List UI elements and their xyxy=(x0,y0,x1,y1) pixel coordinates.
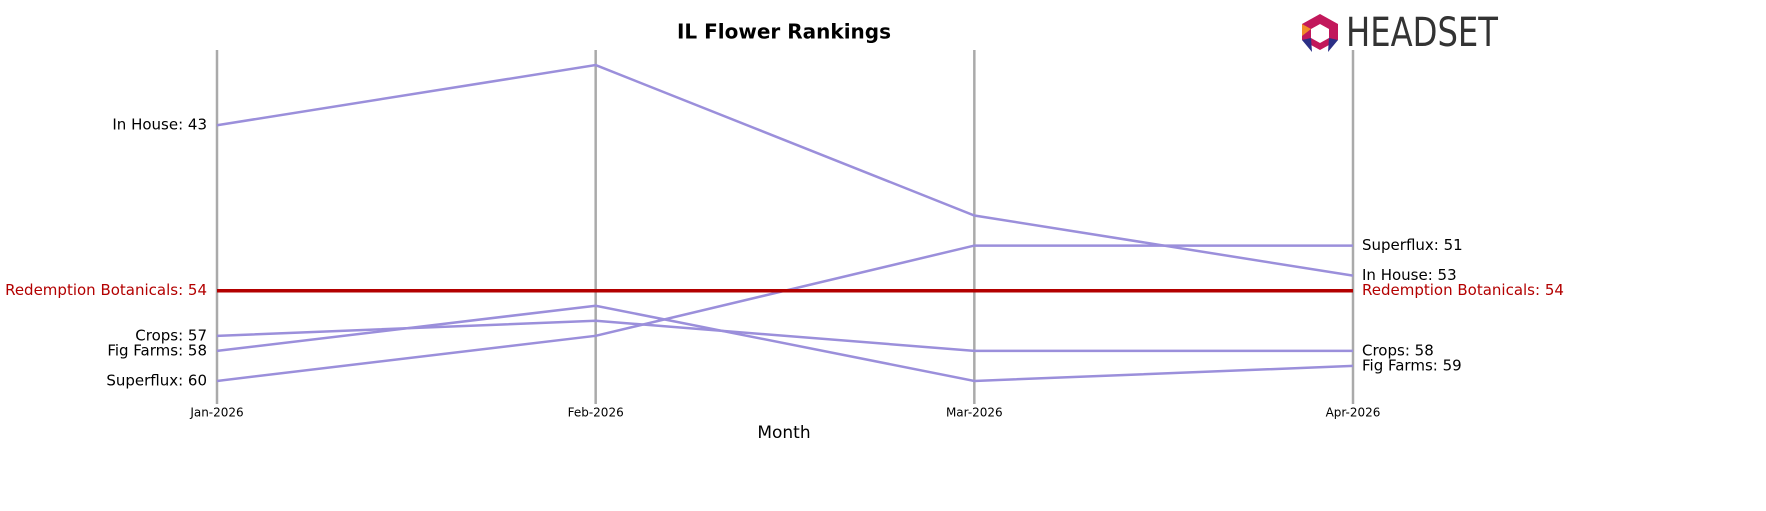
rank-line xyxy=(216,63,1354,277)
rank-label: Redemption Botanicals: 54 xyxy=(1362,281,1564,299)
rank-line xyxy=(216,304,1354,383)
rank-line xyxy=(216,244,1353,383)
rank-label: Superflux: 51 xyxy=(1362,236,1463,254)
rank-label: In House: 53 xyxy=(1362,266,1457,284)
logo-text: HEADSET xyxy=(1346,10,1498,56)
x-tick-label: Jan-2026 xyxy=(189,406,243,420)
chart-title: IL Flower Rankings xyxy=(677,20,891,44)
logo: HEADSET xyxy=(1302,10,1498,56)
x-axis-label: Month xyxy=(757,423,810,443)
x-tick-label: Apr-2026 xyxy=(1326,406,1381,420)
rank-label: Crops: 58 xyxy=(1362,341,1434,359)
rank-label: Redemption Botanicals: 54 xyxy=(5,281,207,299)
rank-label: In House: 43 xyxy=(112,116,207,134)
rank-line xyxy=(216,319,1353,353)
rank-label: Superflux: 60 xyxy=(106,371,207,389)
rank-label: Fig Farms: 59 xyxy=(1362,356,1462,374)
x-tick-label: Feb-2026 xyxy=(568,406,624,420)
x-tick-label: Mar-2026 xyxy=(946,406,1003,420)
rank-label: Fig Farms: 58 xyxy=(107,341,207,359)
rank-label: Crops: 57 xyxy=(135,326,207,344)
